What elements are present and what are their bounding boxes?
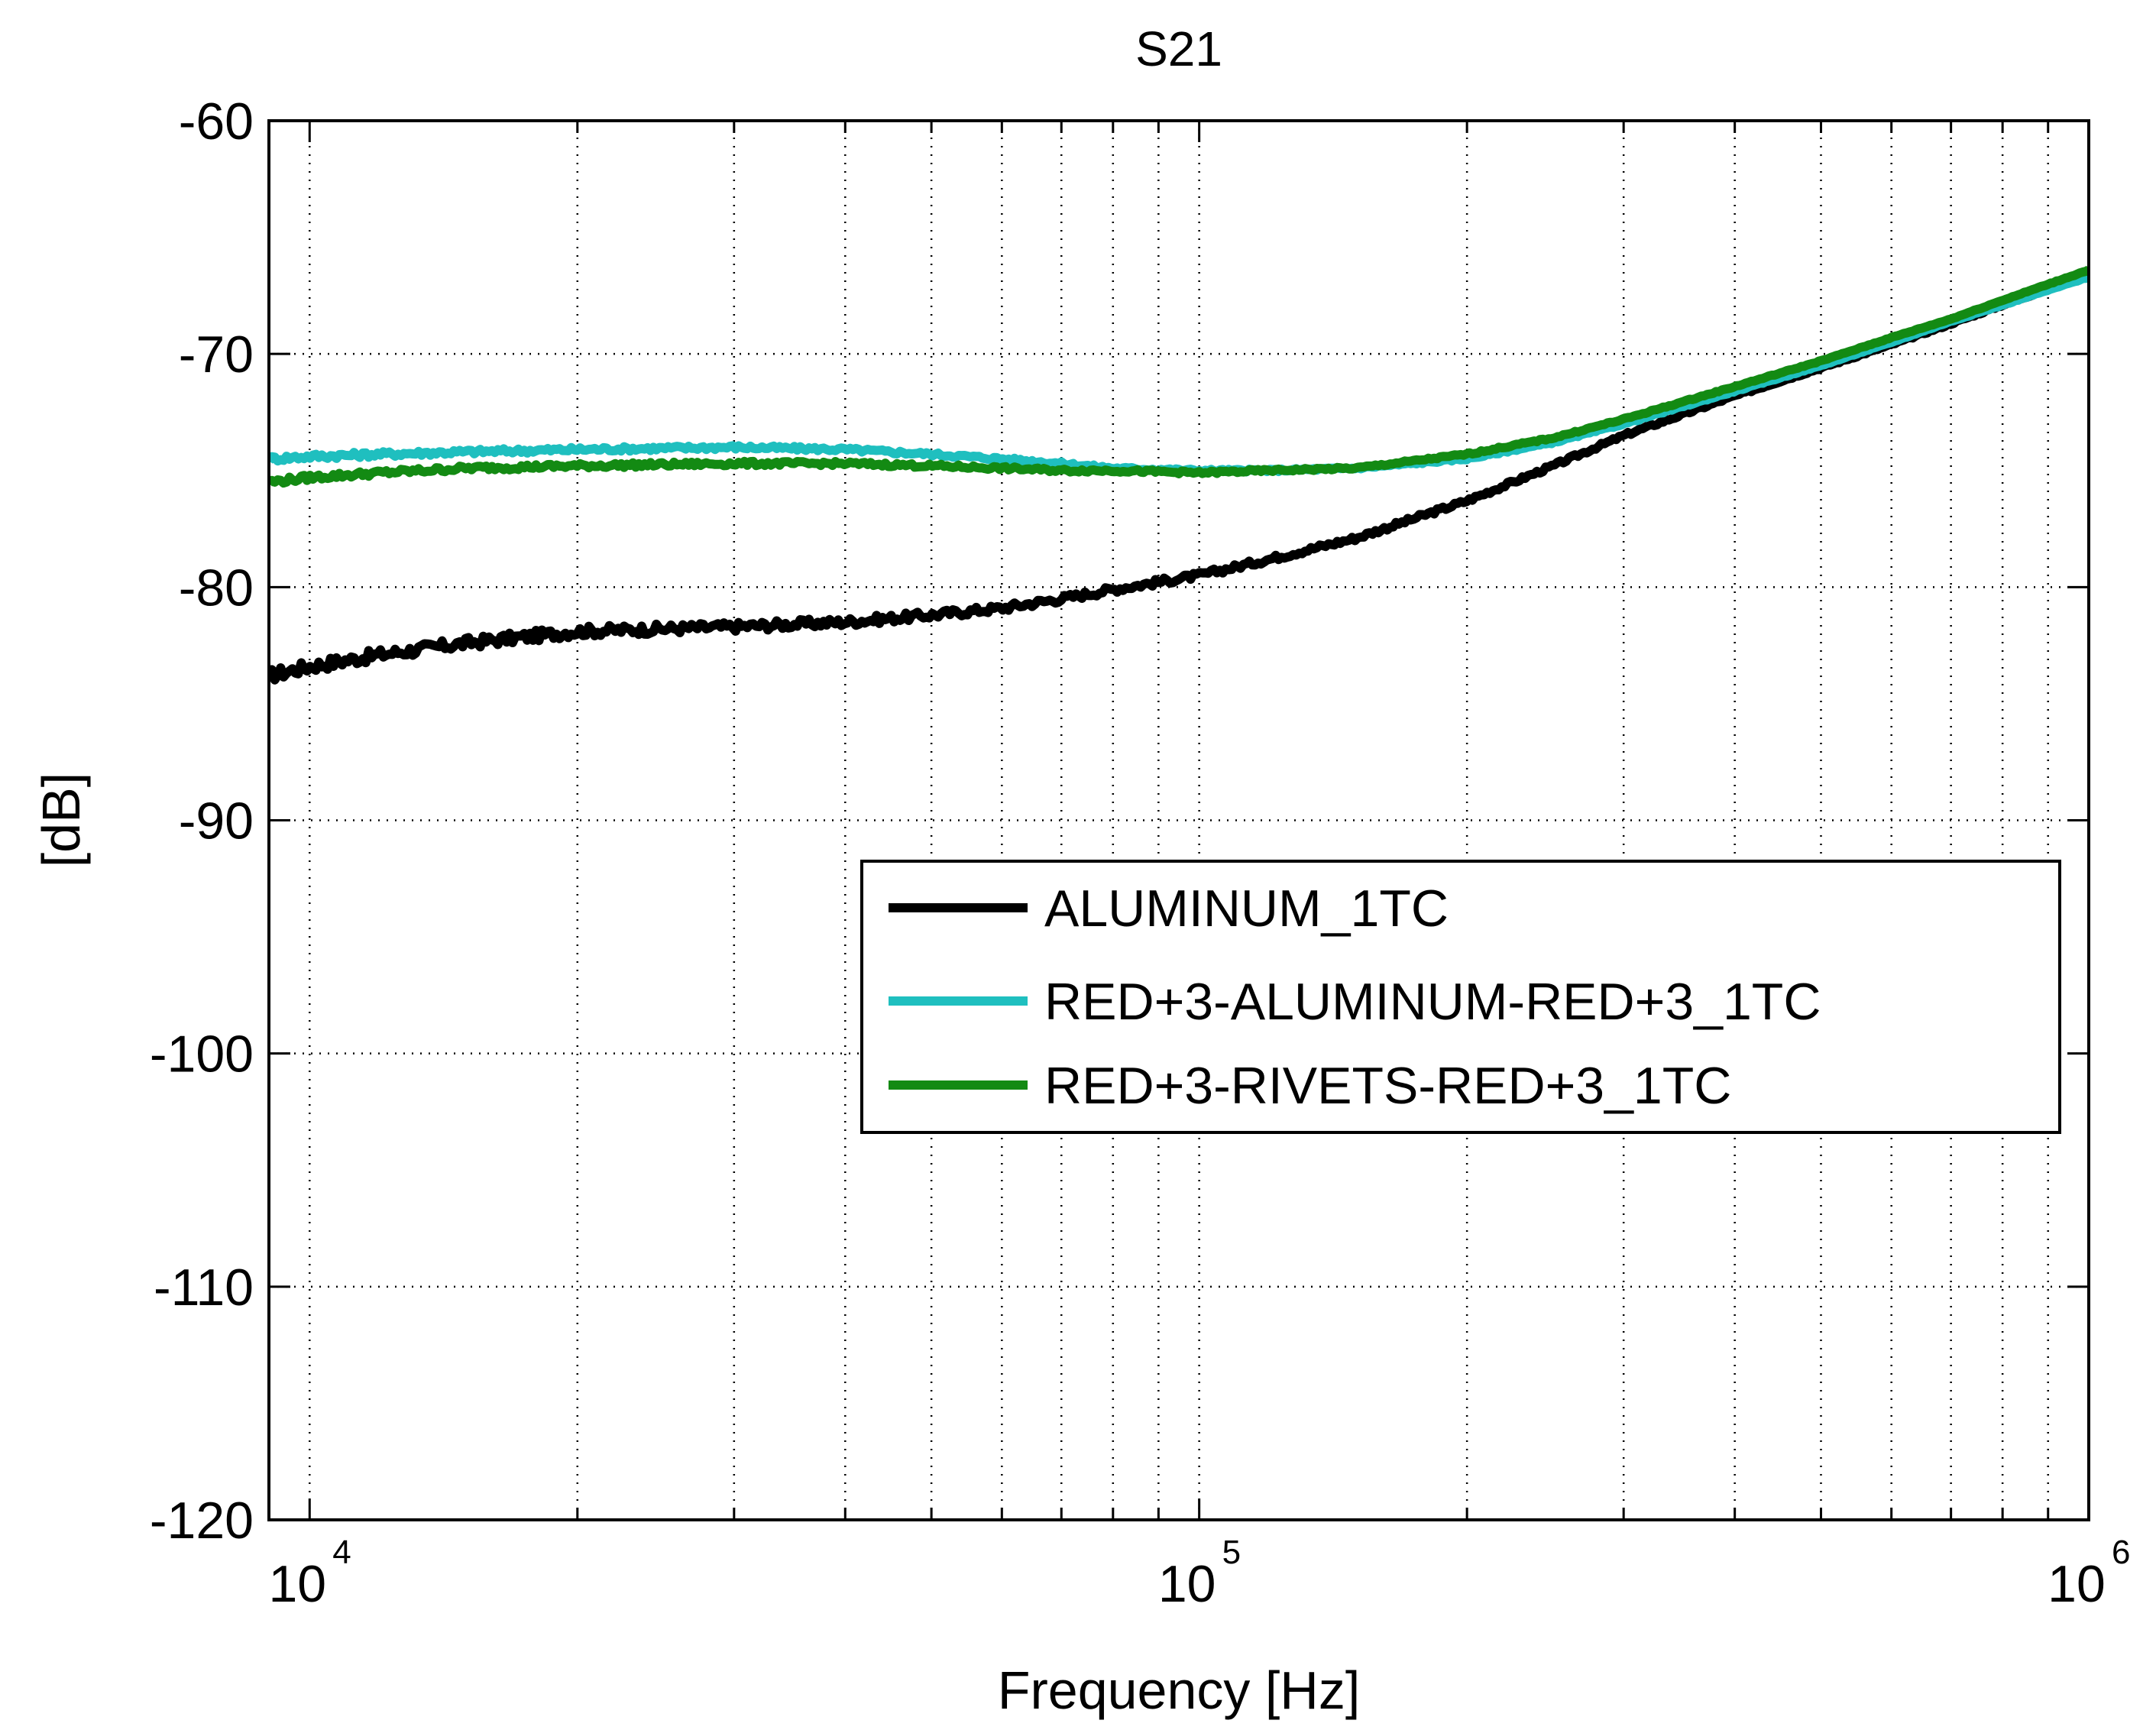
y-tick-labels: -60 -70 -80 -90 -100 -110 -120 (150, 92, 254, 1550)
y-tick-label: -100 (150, 1025, 254, 1084)
y-tick-label: -60 (179, 92, 254, 151)
y-tick-label: -80 (179, 559, 254, 617)
y-tick-label: -110 (154, 1259, 254, 1317)
x-tick-exponent: 6 (2112, 1534, 2130, 1571)
x-tick-exponent: 5 (1222, 1534, 1241, 1571)
legend-box (860, 860, 2061, 1134)
chart-title: S21 (1135, 21, 1222, 76)
x-axis-label: Frequency [Hz] (998, 1660, 1361, 1720)
y-axis-label: [dB] (31, 773, 91, 868)
series-line (269, 265, 2089, 488)
x-tick-exponent: 4 (332, 1534, 351, 1571)
y-tick-label: -90 (179, 792, 254, 850)
axis-ticks (267, 119, 2090, 1521)
x-tick-label: 10 (2048, 1555, 2106, 1613)
y-tick-label: -120 (150, 1492, 254, 1550)
legend-label: ALUMINUM_1TC (1044, 880, 1449, 938)
legend-label: RED+3-ALUMINUM-RED+3_1TC (1044, 973, 1821, 1031)
x-tick-label: 10 (268, 1555, 326, 1613)
legend-label: RED+3-RIVETS-RED+3_1TC (1044, 1057, 1731, 1115)
y-tick-label: -70 (179, 326, 254, 384)
x-tick-label: 10 (1158, 1555, 1216, 1613)
legend: ALUMINUM_1TC RED+3-ALUMINUM-RED+3_1TC RED+… (860, 860, 2061, 1134)
series-lines (269, 265, 2089, 685)
